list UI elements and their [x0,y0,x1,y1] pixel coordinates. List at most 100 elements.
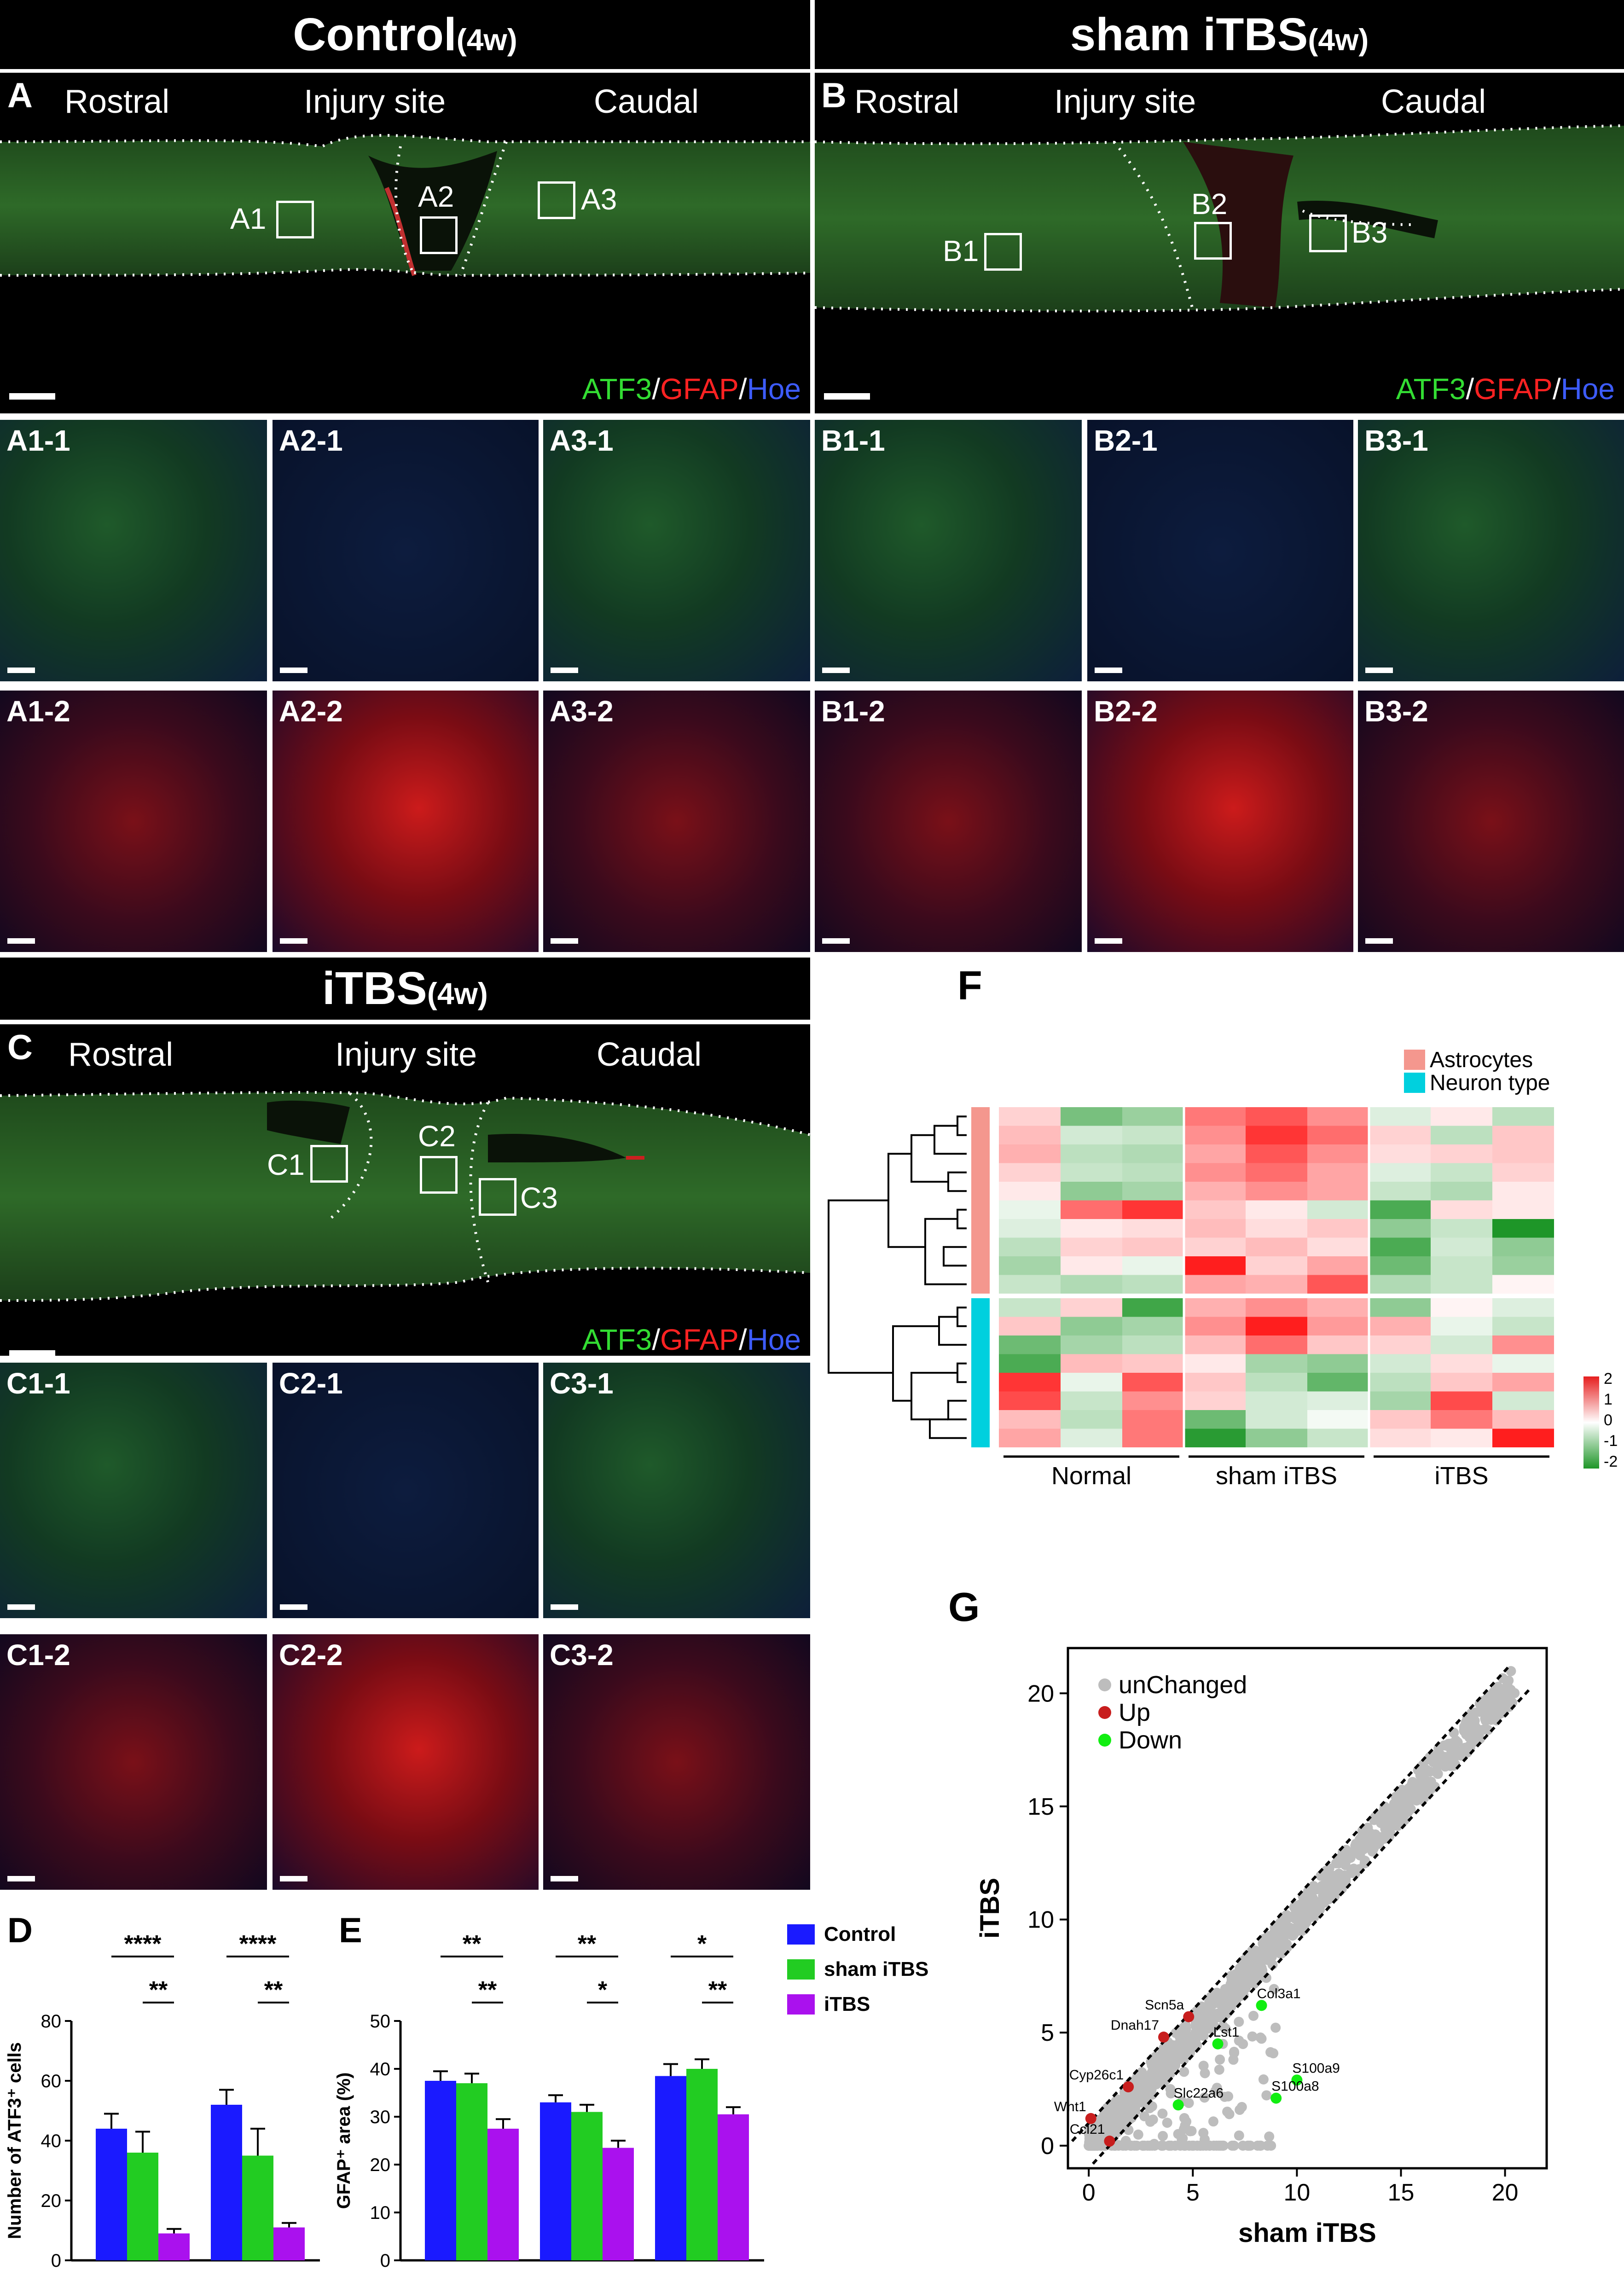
bar-control [655,2076,686,2260]
heat-cell [1246,1428,1307,1447]
point-unchanged [1307,1882,1317,1893]
heat-cell [1492,1163,1554,1182]
box-b3 [1309,215,1347,252]
tile-c3-2: C3-2 [543,1634,810,1890]
point-unchanged [1382,1823,1393,1834]
legend-swatch [787,1924,815,1945]
heat-cell [1122,1182,1184,1201]
heat-cell [1431,1256,1492,1275]
point-unchanged [1235,2105,1245,2115]
column-group-label: Normal [1051,1462,1131,1490]
significance-stars: * [598,1977,608,2003]
point-unchanged [1268,2048,1279,2059]
dendrogram-branch [957,1306,967,1327]
heat-cell [1061,1219,1122,1238]
colorbar [1583,1376,1599,1469]
tile-label: A2-1 [279,424,343,457]
panel-b-letter: B [821,76,847,115]
category-label: Caudal [224,2275,292,2276]
tile-scale-bar [1365,668,1393,673]
point-unchanged [1503,1675,1514,1686]
heat-cell [999,1391,1061,1410]
category-label: Rostral [437,2275,507,2276]
tile-c1-2: C1-2 [0,1634,267,1890]
heat-cell [1307,1275,1369,1294]
heat-cell [1307,1107,1369,1126]
heat-cell [1061,1298,1122,1317]
heat-cell [1061,1144,1122,1163]
heat-cell [1431,1182,1492,1201]
heat-cell [1431,1107,1492,1126]
heat-cell [1246,1182,1307,1201]
stain-label-b: ATF3/GFAP/Hoe [1396,372,1615,406]
point-unchanged [1157,2108,1168,2119]
heat-cell [1184,1391,1246,1410]
point-unchanged [1111,2122,1122,2133]
colorbar-tick: -1 [1604,1432,1618,1450]
heat-cell [1061,1410,1122,1429]
point-unchanged [1480,1715,1491,1726]
heat-cell [999,1126,1061,1144]
point-up [1183,2011,1195,2022]
y-tick-label: 60 [41,2071,62,2091]
heat-cell [1307,1182,1369,1201]
heat-cell [999,1107,1061,1126]
heat-cell [1492,1391,1554,1410]
heat-cell [1184,1107,1246,1126]
point-label: Wnt1 [1054,2099,1086,2114]
heat-cell [999,1200,1061,1219]
region-a-caudal: Caudal [594,83,699,120]
heat-cell [1307,1298,1369,1317]
spinal-cord-c [0,1091,811,1302]
point-unchanged [1135,2082,1145,2093]
point-unchanged [1186,2126,1197,2137]
stain-label-a: ATF3/GFAP/Hoe [582,372,801,406]
heat-cell [1184,1275,1246,1294]
point-up [1123,2081,1134,2093]
bar-control [211,2105,242,2260]
point-down [1212,2038,1224,2050]
dendrogram-branch [911,1134,948,1183]
point-unchanged [1499,1684,1509,1695]
bar-itbs [158,2233,190,2260]
heat-cell [1307,1219,1369,1238]
region-a-rostral: Rostral [64,83,170,120]
point-label: Slc22a6 [1174,2085,1224,2101]
point-unchanged [1480,1705,1491,1715]
heat-cell [1122,1410,1184,1429]
tile-scale-bar [7,938,35,944]
heat-cell [1184,1335,1246,1354]
panel-g-letter: G [948,1584,980,1630]
heat-cell [1307,1256,1369,1275]
heat-cell [1122,1256,1184,1275]
legend-dot [1098,1678,1111,1691]
point-unchanged [1245,2140,1256,2151]
heat-cell [1492,1126,1554,1144]
heat-cell [1307,1126,1369,1144]
heat-cell [1369,1163,1431,1182]
point-unchanged [1144,2083,1154,2094]
dendrogram-branch [929,1418,967,1439]
tile-scale-bar [1095,668,1122,673]
significance-stars: ** [149,1977,168,2003]
point-unchanged [1207,2023,1218,2033]
heat-cell [1431,1126,1492,1144]
heat-cell [1369,1126,1431,1144]
legend-neuron: Neuron type [1430,1071,1550,1095]
heat-cell [1431,1354,1492,1373]
legend-label: Up [1119,1699,1150,1726]
tile-label: B1-2 [821,695,885,728]
heat-cell [1122,1298,1184,1317]
point-unchanged [1247,1952,1258,1962]
point-unchanged [1278,1930,1288,1941]
tile-a1-1: A1-1 [0,420,267,681]
tile-scale-bar [7,668,35,673]
point-unchanged [1307,1893,1318,1903]
header-sham-sub: (4w) [1308,23,1369,57]
threshold-upper [1071,1665,1510,2142]
heat-cell [1431,1237,1492,1256]
heat-cell [1431,1410,1492,1429]
heat-cell [1492,1200,1554,1219]
point-unchanged [1183,2046,1193,2057]
heat-cell [1307,1317,1369,1335]
